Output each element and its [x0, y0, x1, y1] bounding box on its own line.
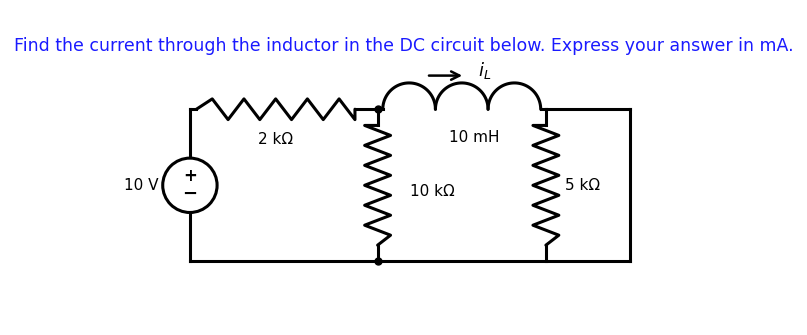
Text: +: +: [183, 167, 197, 185]
Text: 10 kΩ: 10 kΩ: [410, 184, 454, 199]
Text: $i_L$: $i_L$: [478, 60, 491, 81]
Text: Find the current through the inductor in the DC circuit below. Express your answ: Find the current through the inductor in…: [14, 37, 793, 55]
Text: 2 kΩ: 2 kΩ: [258, 132, 293, 147]
Text: 5 kΩ: 5 kΩ: [566, 178, 600, 193]
Text: 10 mH: 10 mH: [449, 130, 500, 145]
Text: 10 V: 10 V: [124, 178, 159, 193]
Text: −: −: [182, 185, 198, 203]
